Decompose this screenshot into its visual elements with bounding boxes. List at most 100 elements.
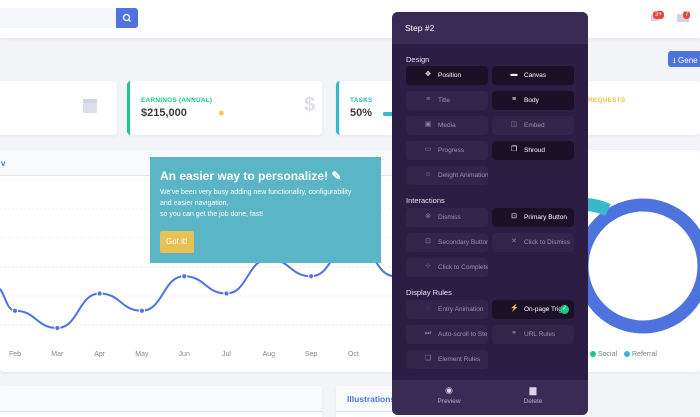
- title-icon: ≡: [425, 96, 431, 103]
- option-label: Embed: [524, 122, 545, 129]
- option-label: Primary Button: [524, 214, 567, 221]
- stat-card-requests: REQUESTS: [586, 81, 700, 135]
- projects-header: [0, 386, 322, 412]
- got-it-button[interactable]: Got it!: [160, 231, 194, 253]
- data-point: [181, 273, 188, 280]
- option-position[interactable]: ✥ Position: [406, 66, 488, 85]
- option-label: Element Rules: [438, 356, 481, 363]
- bolt-icon: ⚡: [510, 305, 519, 312]
- data-point: [96, 290, 103, 297]
- step-title: Step #2: [392, 12, 588, 44]
- delete-label: Delete: [523, 398, 543, 405]
- option-embed[interactable]: ◫ Embed: [492, 116, 574, 135]
- option-title[interactable]: ≡ Title: [406, 91, 488, 110]
- legend-social-label: Social: [598, 351, 618, 358]
- alerts-badge: 3+: [653, 11, 664, 19]
- referral-dot: [624, 351, 630, 357]
- x-tick-label: Oct: [348, 351, 359, 358]
- option-click-to-dismiss[interactable]: ✕ Click to Dismiss: [492, 233, 574, 252]
- display-rules-section-title: Display Rules: [406, 288, 452, 297]
- tasks-value: 50%: [350, 107, 373, 119]
- primary-button-icon: ⊡: [511, 213, 517, 220]
- option-media[interactable]: ▣ Media: [406, 116, 488, 135]
- tooltip-line-3: so you can get the job done, fast!: [160, 211, 264, 218]
- option-secondary-button[interactable]: ⊡ Secondary Button: [406, 233, 488, 252]
- illustrations-panel: Illustrations: [336, 386, 396, 417]
- preview-button[interactable]: ◉ Preview: [419, 385, 479, 405]
- tasks-label: TASKS: [350, 97, 373, 104]
- generate-label: Gene: [678, 56, 698, 65]
- option-label: Secondary Button: [438, 239, 488, 246]
- option-label: Dismiss: [438, 214, 461, 221]
- data-point: [223, 290, 230, 297]
- click-icon: ⊹: [425, 263, 431, 270]
- preview-label: Preview: [437, 398, 461, 405]
- tooltip-title: An easier way to personalize! ✎: [160, 169, 342, 183]
- eye-icon: ◉: [445, 385, 453, 395]
- option-progress[interactable]: ▭ Progress: [406, 141, 488, 160]
- x-tick-label: Sep: [305, 351, 318, 358]
- image-icon: ▣: [424, 121, 432, 128]
- element-icon: ❏: [424, 355, 432, 362]
- x-tick-label: Aug: [263, 351, 276, 358]
- requests-label: REQUESTS: [588, 97, 626, 104]
- design-section-title: Design: [406, 55, 430, 64]
- trash-icon: ▆: [529, 385, 537, 395]
- progress-icon: ▭: [424, 146, 432, 153]
- revenue-sources-panel: [586, 150, 700, 372]
- delete-button[interactable]: ▆ Delete: [503, 385, 563, 405]
- personalize-tooltip: An easier way to personalize! ✎ We've be…: [150, 157, 381, 263]
- option-canvas[interactable]: ▬ Canvas: [492, 66, 574, 85]
- option-body[interactable]: ≡ Body: [492, 91, 574, 110]
- stat-card-tasks: TASKS 50%: [336, 81, 399, 135]
- search-icon: [122, 13, 131, 22]
- x-tick-label: Feb: [9, 351, 21, 358]
- data-point: [11, 307, 19, 314]
- option-dismiss[interactable]: ⊗ Dismiss: [406, 208, 488, 227]
- search-input[interactable]: [0, 8, 116, 28]
- option-click-to-complete[interactable]: ⊹ Click to Complete: [406, 258, 488, 277]
- data-point: [308, 273, 315, 280]
- stat-card-monthly: [0, 81, 117, 135]
- option-label: Entry Animation: [438, 306, 484, 313]
- legend-social: Social: [590, 351, 617, 358]
- delight-icon: ☺: [424, 171, 432, 178]
- illustrations-title: Illustrations: [347, 394, 396, 404]
- canvas-icon: ▬: [510, 71, 518, 78]
- option-delight-animation[interactable]: ☺ Delight Animation: [406, 166, 488, 185]
- option-label: Title: [438, 97, 451, 104]
- option-on-page-trig[interactable]: ⚡ On-page Trig... ✓: [492, 300, 574, 319]
- illustrations-header: Illustrations: [336, 386, 396, 412]
- option-primary-button[interactable]: ⊡ Primary Button: [492, 208, 574, 227]
- option-label: Auto-scroll to Step: [438, 331, 488, 338]
- option-label: Canvas: [524, 72, 547, 79]
- data-point: [138, 307, 145, 314]
- option-label: Progress: [438, 147, 465, 154]
- option-label: Body: [524, 97, 539, 104]
- search-button[interactable]: [116, 8, 138, 28]
- link-icon: ⚭: [511, 330, 517, 337]
- secondary-button-icon: ⊡: [425, 238, 431, 245]
- step-editor-panel: Step #2 Design ✥ Position ▬ Canvas ≡ Title ≡ Bo…: [392, 12, 588, 415]
- x-tick-label: Mar: [51, 351, 64, 358]
- option-auto-scroll-to-step[interactable]: ⏭ Auto-scroll to Step: [406, 325, 488, 344]
- dismiss-icon: ⊗: [425, 213, 431, 220]
- option-element-rules[interactable]: ❏ Element Rules: [406, 350, 488, 369]
- option-url-rules[interactable]: ⚭ URL Rules: [492, 325, 574, 344]
- legend-referral-label: Referral: [632, 351, 657, 358]
- stat-card-earnings: EARNINGS (ANNUAL) $215,000 ✸ $: [127, 81, 322, 135]
- option-label: Media: [438, 122, 456, 129]
- calendar-icon: [83, 99, 97, 113]
- option-label: Click to Dismiss: [524, 239, 570, 246]
- option-entry-animation[interactable]: ◌ Entry Animation: [406, 300, 488, 319]
- option-shroud[interactable]: ❐ Shroud: [492, 141, 574, 160]
- tasks-progress-bar: [383, 112, 399, 116]
- hotspot-beacon-icon[interactable]: ✸: [218, 109, 225, 118]
- option-label: Shroud: [524, 147, 545, 154]
- move-icon: ✥: [425, 71, 431, 78]
- scroll-icon: ⏭: [424, 330, 432, 337]
- tooltip-line-2: and easier navigation,: [160, 200, 229, 207]
- generate-report-button[interactable]: ⭳ Gene: [668, 51, 700, 67]
- shroud-icon: ❐: [510, 146, 518, 153]
- download-icon: ⭳: [673, 56, 676, 65]
